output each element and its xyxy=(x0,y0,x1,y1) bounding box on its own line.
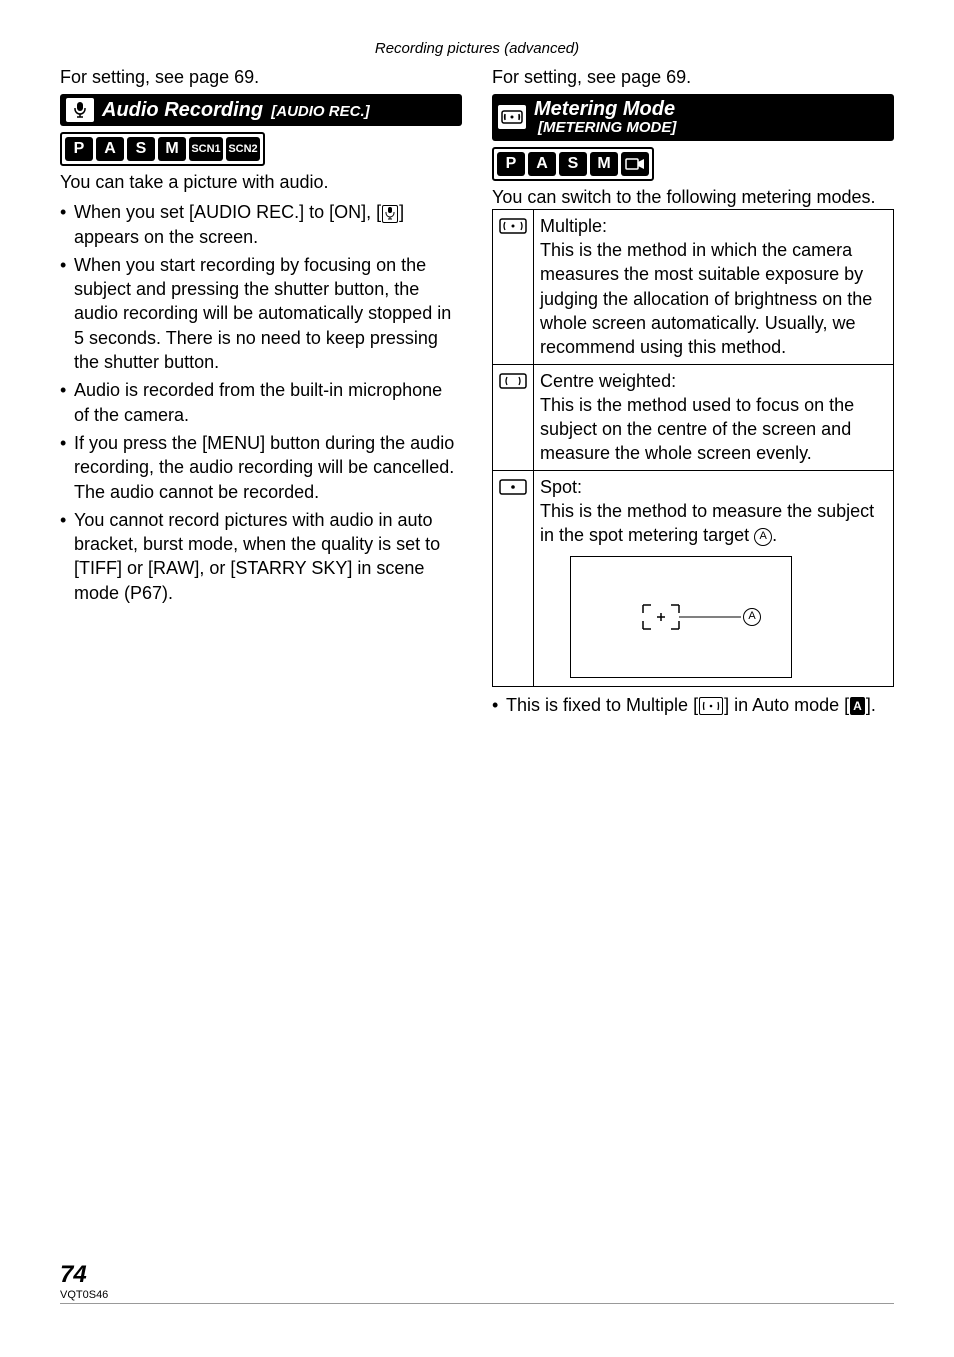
spot-target-diagram: A xyxy=(570,556,792,678)
setting-reference: For setting, see page 69. xyxy=(492,67,894,88)
section-subtitle: [AUDIO REC.] xyxy=(267,103,370,120)
footnote-list: This is fixed to Multiple [ ] in Auto mod… xyxy=(492,693,894,717)
multiple-meter-icon xyxy=(699,697,723,715)
meter-spot-icon xyxy=(493,470,534,686)
bullet-text: When you set [AUDIO REC.] to [ON], [ xyxy=(74,202,381,222)
mic-icon xyxy=(66,98,94,122)
audio-recording-header: Audio Recording [AUDIO REC.] xyxy=(60,94,462,126)
bullet-item: When you start recording by focusing on … xyxy=(60,253,462,374)
section-header: Recording pictures (advanced) xyxy=(60,40,894,57)
mode-a-icon: A xyxy=(528,152,556,176)
metering-mode-header: Metering Mode [METERING MODE] xyxy=(492,94,894,141)
page-number: 74 xyxy=(60,1261,87,1288)
bullet-item: When you set [AUDIO REC.] to [ON], [] ap… xyxy=(60,200,462,249)
section-title: Metering Mode xyxy=(534,98,676,120)
footnote-text: ] in Auto mode [ xyxy=(724,695,849,715)
mode-s-icon: S xyxy=(127,137,155,161)
right-column: For setting, see page 69. Metering Mode … xyxy=(492,67,894,721)
callout-a-icon: A xyxy=(754,528,772,546)
setting-reference: For setting, see page 69. xyxy=(60,67,462,88)
meter-description: Multiple:This is the method in which the… xyxy=(534,209,894,364)
two-column-layout: For setting, see page 69. Audio Recordin… xyxy=(60,67,894,721)
meter-description: Centre weighted:This is the method used … xyxy=(534,364,894,470)
footnote-text: ]. xyxy=(866,695,876,715)
table-row: Spot:This is the method to measure the s… xyxy=(493,470,894,686)
metering-icon xyxy=(498,105,526,129)
intro-text: You can switch to the following metering… xyxy=(492,185,894,209)
footer-rule xyxy=(60,1303,894,1304)
mode-icons-row: PASMSCN1SCN2 xyxy=(60,132,265,166)
mode-p-icon: P xyxy=(497,152,525,176)
intro-text: You can take a picture with audio. xyxy=(60,170,462,194)
mode-p-icon: P xyxy=(65,137,93,161)
mic-inline-icon xyxy=(382,205,398,223)
meter-description: Spot:This is the method to measure the s… xyxy=(534,470,894,686)
section-title: Audio Recording xyxy=(102,99,263,121)
table-row: Centre weighted:This is the method used … xyxy=(493,364,894,470)
mode-scn1-icon: SCN1 xyxy=(189,137,223,161)
mode-video-icon xyxy=(621,152,649,176)
bullet-item: You cannot record pictures with audio in… xyxy=(60,508,462,605)
bullet-list: When you set [AUDIO REC.] to [ON], [] ap… xyxy=(60,200,462,605)
metering-table: Multiple:This is the method in which the… xyxy=(492,209,894,687)
mode-m-icon: M xyxy=(158,137,186,161)
mode-m-icon: M xyxy=(590,152,618,176)
table-row: Multiple:This is the method in which the… xyxy=(493,209,894,364)
meter-multiple-icon xyxy=(493,209,534,364)
footnote: This is fixed to Multiple [ ] in Auto mod… xyxy=(492,693,894,717)
left-column: For setting, see page 69. Audio Recordin… xyxy=(60,67,462,721)
bullet-item: If you press the [MENU] button during th… xyxy=(60,431,462,504)
doc-code: VQT0S46 xyxy=(60,1289,894,1301)
page-footer: 74 VQT0S46 xyxy=(60,1261,894,1304)
section-subtitle: [METERING MODE] xyxy=(538,120,676,137)
mode-a-icon: A xyxy=(96,137,124,161)
mode-icons-row: PASM xyxy=(492,147,654,181)
page: Recording pictures (advanced) For settin… xyxy=(0,0,954,1324)
footnote-text: This is fixed to Multiple [ xyxy=(506,695,698,715)
auto-mode-icon: A xyxy=(850,697,865,715)
bullet-item: Audio is recorded from the built-in micr… xyxy=(60,378,462,427)
meter-center-icon xyxy=(493,364,534,470)
mode-s-icon: S xyxy=(559,152,587,176)
mode-scn2-icon: SCN2 xyxy=(226,137,260,161)
